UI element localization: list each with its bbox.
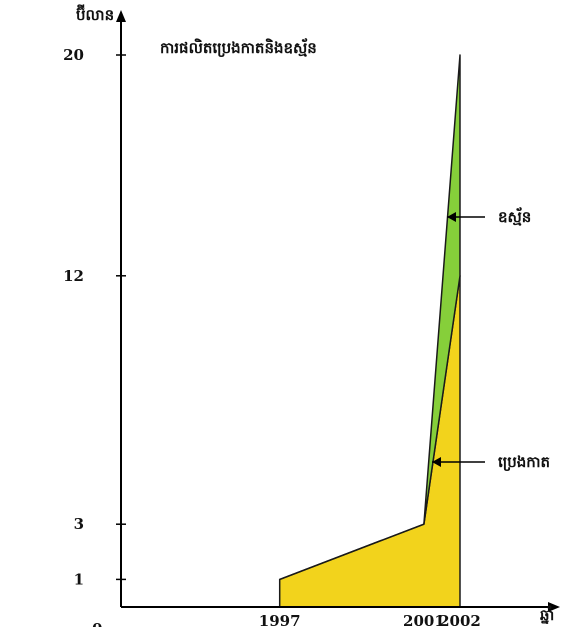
y-ticks: 1 3 12 20 bbox=[63, 46, 126, 588]
x-axis-arrow bbox=[548, 602, 560, 612]
series-arrow-head bbox=[447, 212, 456, 222]
x-tick-label: 2002 bbox=[439, 612, 481, 627]
y-tick-label: 1 bbox=[74, 570, 84, 588]
series-label: ប្រេងកាត bbox=[498, 453, 550, 471]
series-labels: ប្រេងកាត ឧស្ម័ន bbox=[432, 207, 550, 471]
y-axis-label: ប៊ីលាន bbox=[76, 4, 115, 24]
chart-areas bbox=[278, 54, 461, 608]
chart-title: ការផលិតប្រេងកាតនិងឧស្ម័ន bbox=[160, 38, 317, 57]
x-tick-label: 1997 bbox=[259, 612, 301, 627]
x-axis-label: ឆ្នាំ bbox=[540, 605, 554, 624]
y-tick-label: 12 bbox=[63, 267, 84, 285]
origin-label: 0 bbox=[92, 620, 102, 627]
y-axis-arrow bbox=[116, 10, 126, 22]
y-tick-label: 3 bbox=[74, 515, 84, 533]
series-label: ឧស្ម័ន bbox=[498, 207, 531, 226]
x-tick-label: 2001 bbox=[403, 612, 445, 627]
y-tick-label: 20 bbox=[63, 46, 84, 64]
area-series-1 bbox=[278, 54, 461, 581]
series-arrow-head bbox=[432, 457, 441, 467]
